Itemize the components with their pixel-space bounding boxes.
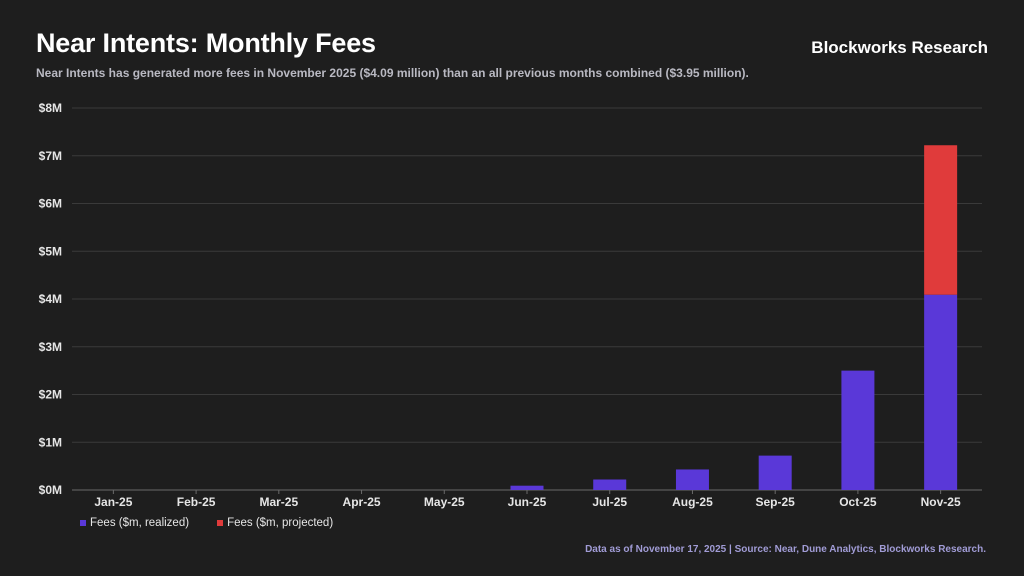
y-tick-label: $3M [39, 340, 62, 354]
y-tick-label: $0M [39, 483, 62, 497]
x-tick-label: Apr-25 [343, 495, 381, 509]
x-tick-label: Nov-25 [921, 495, 961, 509]
x-tick-label: Aug-25 [672, 495, 713, 509]
bar-realized [593, 479, 627, 490]
x-tick-label: May-25 [424, 495, 465, 509]
x-tick-label: Jun-25 [508, 495, 547, 509]
brand-logo-text: Blockworks Research [811, 38, 988, 57]
legend-item-projected: Fees ($m, projected) [217, 517, 333, 529]
bar-realized [675, 469, 709, 490]
y-tick-label: $2M [39, 388, 62, 402]
y-tick-label: $6M [39, 197, 62, 211]
legend-swatch-projected [217, 520, 224, 526]
source-note: Data as of November 17, 2025 | Source: N… [585, 544, 986, 555]
bar-realized [510, 485, 544, 490]
legend: Fees ($m, realized) Fees ($m, projected) [80, 517, 333, 529]
x-tick-label: Mar-25 [259, 495, 298, 509]
chart-title: Near Intents: Monthly Fees [36, 28, 376, 58]
bar-realized [924, 294, 958, 490]
x-tick-label: Jul-25 [592, 495, 627, 509]
y-tick-label: $7M [39, 149, 62, 163]
y-tick-label: $4M [39, 292, 62, 306]
y-tick-label: $8M [39, 101, 62, 115]
legend-swatch-realized [80, 520, 86, 526]
y-tick-label: $1M [39, 435, 62, 449]
bar-realized [841, 370, 875, 490]
bar-realized [758, 455, 792, 490]
x-tick-label: Sep-25 [756, 495, 796, 509]
x-tick-label: Oct-25 [839, 495, 877, 509]
x-tick-label: Jan-25 [94, 495, 132, 509]
chart-subtitle: Near Intents has generated more fees in … [36, 66, 749, 80]
x-tick-label: Feb-25 [177, 495, 216, 509]
y-tick-label: $5M [39, 244, 62, 258]
legend-label-projected: Fees ($m, projected) [227, 517, 334, 529]
bar-projected [924, 145, 958, 295]
legend-label-realized: Fees ($m, realized) [90, 517, 190, 529]
legend-item-realized: Fees ($m, realized) [80, 517, 189, 529]
